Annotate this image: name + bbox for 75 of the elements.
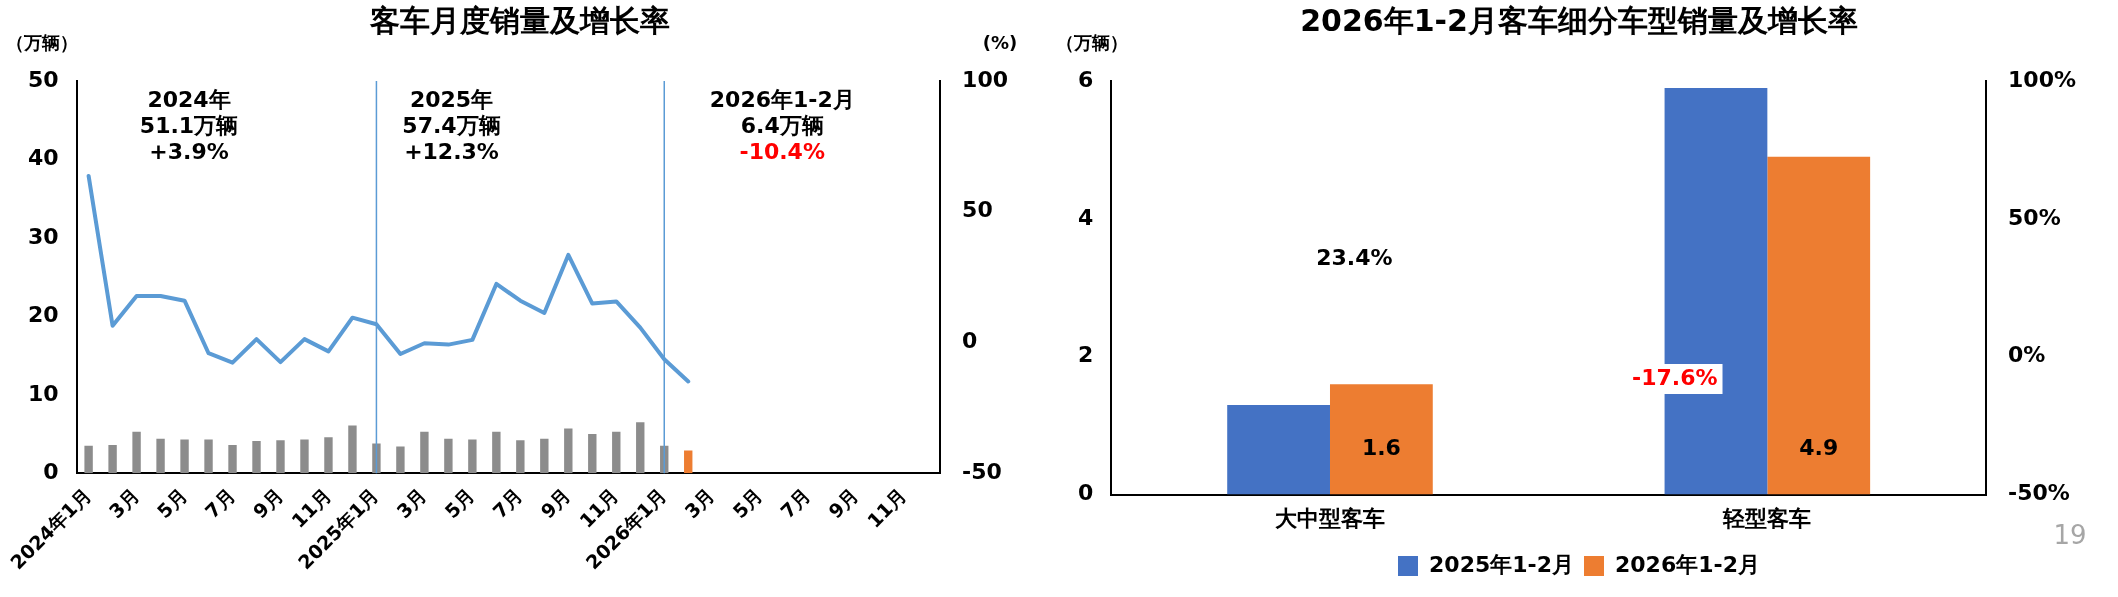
annotation: 2026年1-2月 6.4万辆 -10.4% — [709, 87, 855, 165]
x-tick-label: 3月 — [104, 484, 143, 523]
x-tick-label: 5月 — [440, 484, 479, 523]
y2-tick-label: 100% — [2008, 66, 2076, 92]
bar — [1329, 384, 1433, 495]
bar — [516, 440, 525, 474]
x-tick-label: 11月 — [862, 484, 911, 532]
bar — [276, 440, 285, 474]
annotation: 2024年 51.1万辆 +3.9% — [139, 87, 239, 165]
y-tick-label: 0 — [43, 458, 59, 484]
y-tick-label: 4 — [1078, 204, 1094, 230]
bar — [156, 438, 165, 474]
legend-label: 2025年1-2月 — [1429, 551, 1575, 577]
annotation: 23.4% — [1316, 245, 1393, 271]
bar — [636, 422, 645, 474]
x-tick-label: 大中型客车 — [1274, 505, 1385, 531]
x-tick-label: 9月 — [824, 484, 863, 523]
bar — [108, 445, 117, 474]
x-tick-label: 7月 — [776, 484, 815, 523]
data-label: 1.6 — [1361, 435, 1401, 461]
x-tick-label: 5月 — [152, 484, 191, 523]
bar — [180, 439, 189, 474]
bar — [300, 439, 309, 474]
text: 19 — [2053, 520, 2087, 551]
bar — [324, 437, 333, 474]
bar — [1227, 404, 1330, 495]
chart-title: 客车月度销量及增长率 — [369, 2, 670, 38]
y2-tick-label: -50% — [2008, 480, 2070, 506]
y-tick-label: 30 — [27, 223, 59, 249]
bar — [396, 446, 405, 474]
bar — [252, 441, 261, 474]
x-tick-label: 5月 — [728, 484, 767, 523]
y-axis-title: （万辆） — [6, 31, 78, 53]
bar — [540, 438, 549, 474]
x-tick-label: 9月 — [536, 484, 575, 523]
x-tick-label: 轻型客车 — [1722, 505, 1812, 531]
bar — [684, 450, 693, 474]
x-tick-label: 7月 — [488, 484, 527, 523]
y2-tick-label: 0% — [2008, 342, 2046, 368]
y-axis-title: （万辆） — [1056, 31, 1128, 53]
bar — [492, 431, 501, 474]
bar — [588, 434, 597, 474]
bar — [444, 438, 453, 474]
x-tick-label: 3月 — [680, 484, 719, 523]
y2-tick-label: 0 — [962, 328, 978, 354]
annotation: -17.6% — [1632, 364, 1718, 390]
y-tick-label: 50 — [27, 66, 59, 92]
bar — [468, 439, 477, 474]
bar — [612, 431, 621, 474]
y2-tick-label: -50 — [962, 458, 1002, 484]
y-tick-label: 0 — [1078, 480, 1094, 506]
y-tick-label: 10 — [27, 380, 59, 406]
y-tick-label: 2 — [1078, 342, 1094, 368]
bar — [564, 428, 573, 474]
x-tick-label: 3月 — [392, 484, 431, 523]
data-label: 4.9 — [1799, 435, 1839, 461]
y2-axis-title: (%) — [982, 31, 1018, 53]
chart-title: 2026年1-2月客车细分车型销量及增长率 — [1300, 2, 1858, 38]
y2-tick-label: 100 — [962, 66, 1009, 92]
x-tick-label: 9月 — [248, 484, 287, 523]
bar — [420, 431, 429, 474]
y2-tick-label: 50% — [2008, 204, 2061, 230]
y-tick-label: 40 — [27, 145, 59, 171]
x-tick-label: 7月 — [200, 484, 239, 523]
y2-tick-label: 50 — [962, 197, 993, 223]
legend-label: 2026年1-2月 — [1615, 551, 1760, 577]
annotation: 2025年 57.4万辆 +12.3% — [402, 87, 501, 165]
bar — [1767, 156, 1871, 495]
bar — [132, 431, 141, 474]
bar — [228, 445, 237, 474]
bar — [204, 439, 213, 474]
bar — [348, 425, 357, 474]
y-tick-label: 6 — [1078, 66, 1094, 92]
bar — [84, 445, 93, 474]
y-tick-label: 20 — [27, 302, 59, 328]
